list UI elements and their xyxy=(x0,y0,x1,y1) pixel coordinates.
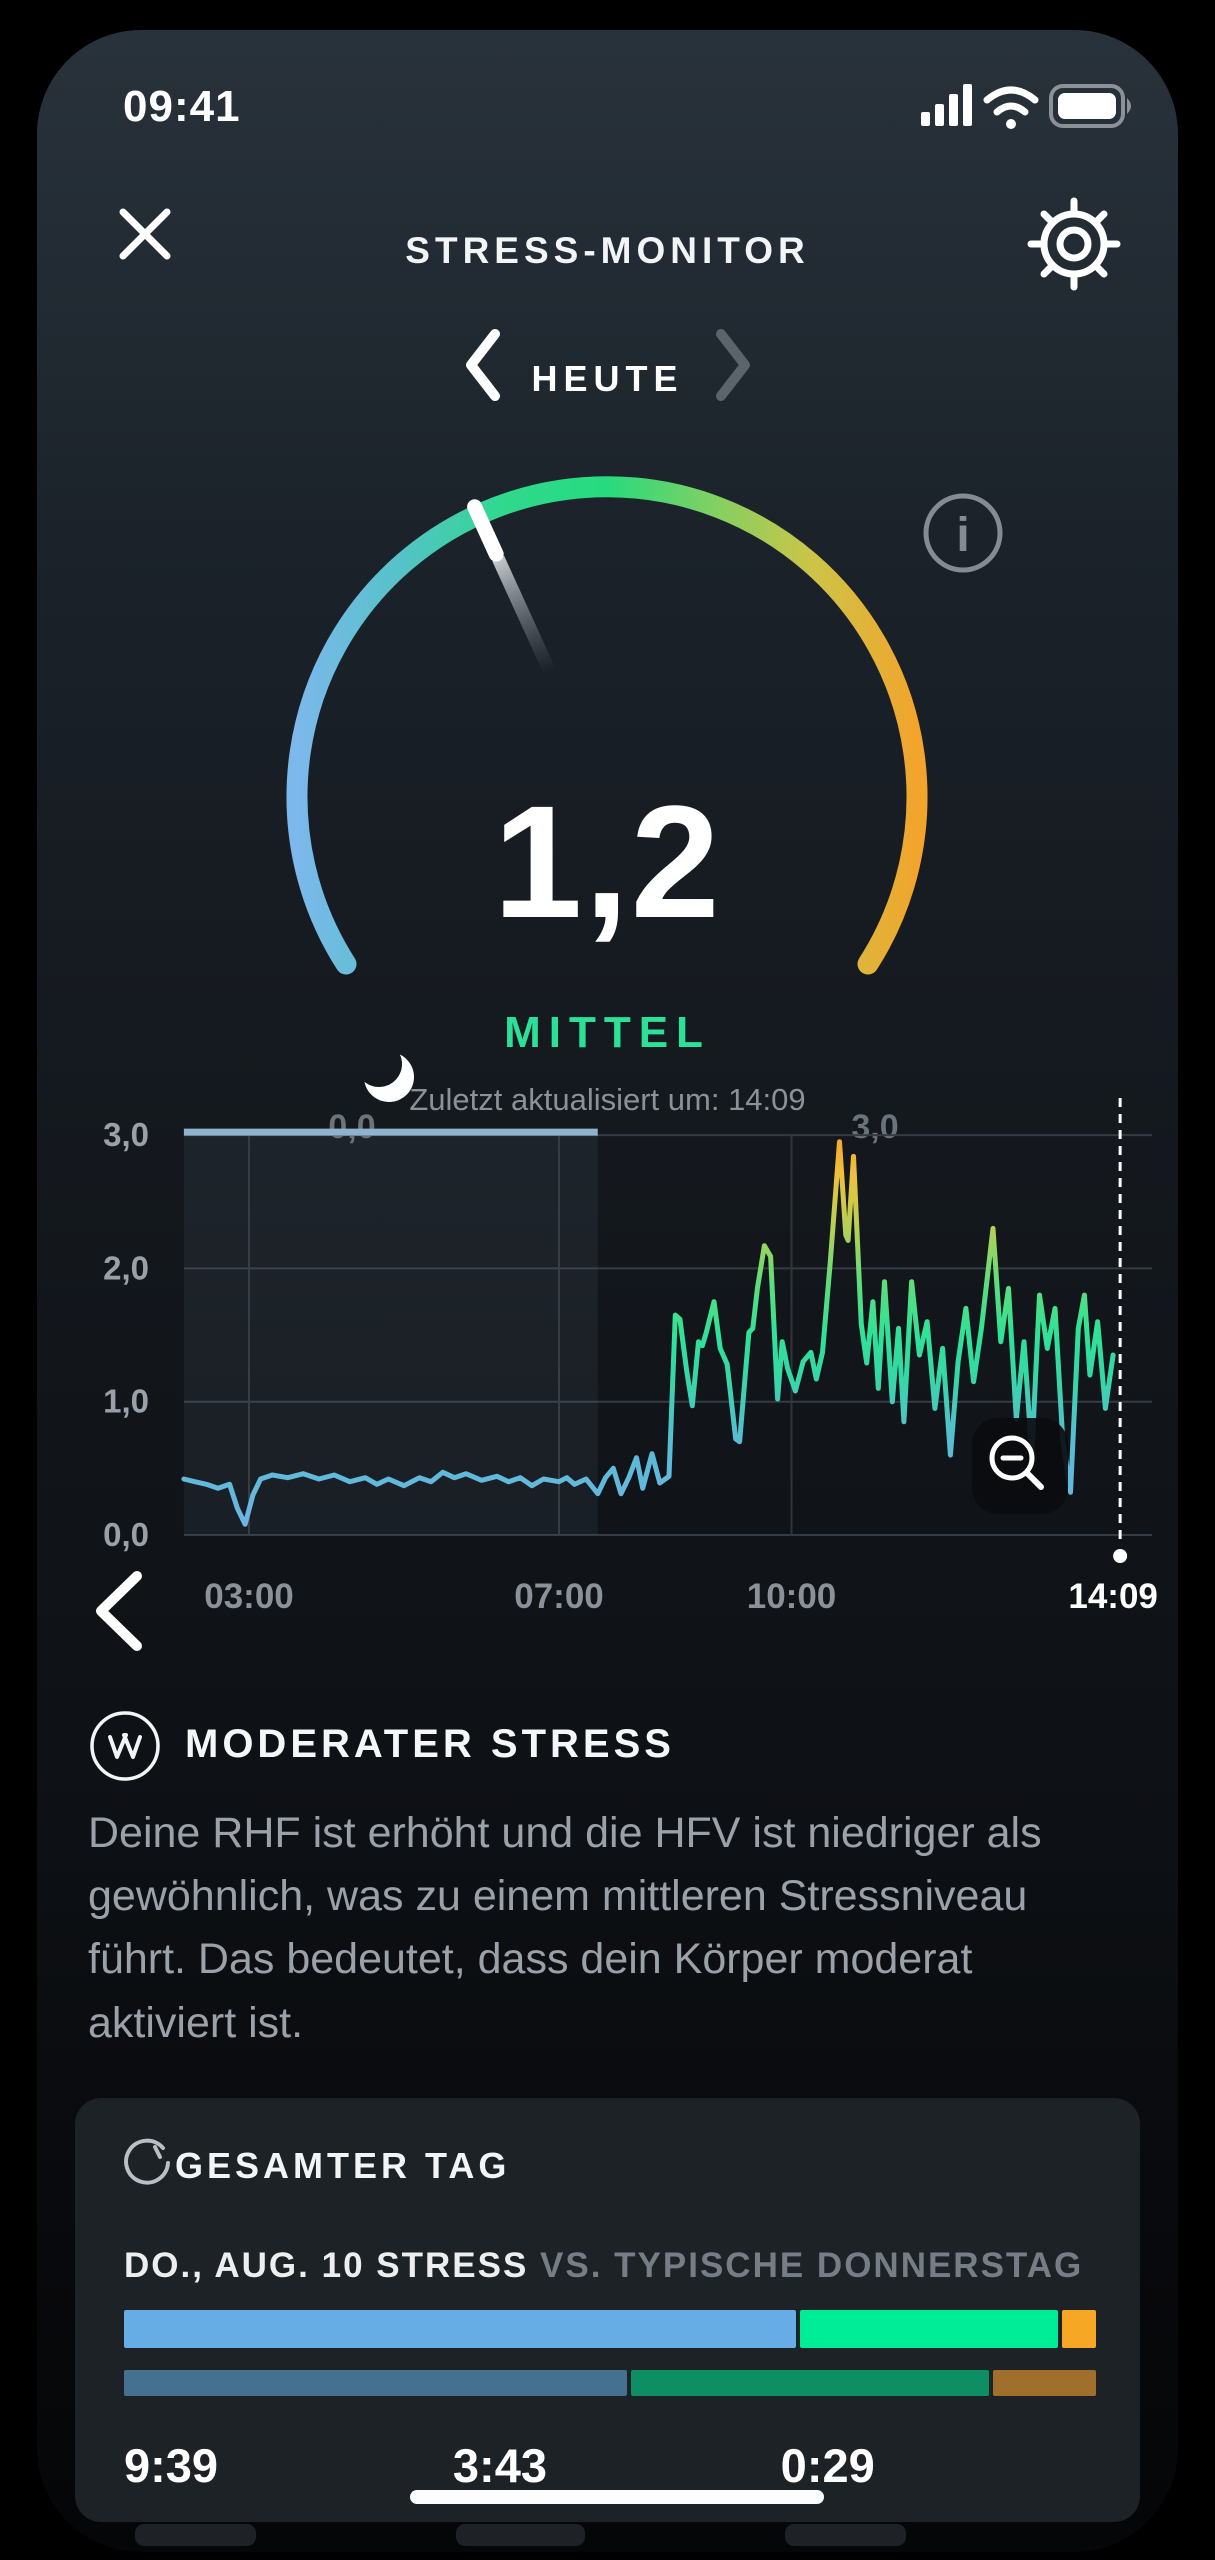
summary-card-title: GESAMTER TAG xyxy=(175,2145,511,2186)
battery-icon xyxy=(1049,84,1131,128)
svg-text:3,0: 3,0 xyxy=(103,1116,149,1153)
y-axis-labels: 3,0 2,0 1,0 0,0 xyxy=(103,1116,149,1553)
chart-back-button[interactable] xyxy=(96,1571,142,1651)
date-label: HEUTE xyxy=(531,358,684,399)
x-axis-labels: 03:00 07:00 10:00 14:09 xyxy=(204,1577,1158,1616)
gauge-glyph-icon xyxy=(124,2138,170,2185)
chart-zoom-out-button[interactable] xyxy=(972,1418,1068,1514)
stress-chart[interactable]: 03:00 07:00 10:00 14:09 3,0 2,0 1,0 0,0 xyxy=(37,30,1178,1690)
gauge-needle xyxy=(467,499,557,676)
peek-item xyxy=(785,2524,906,2546)
svg-text:10:00: 10:00 xyxy=(747,1577,837,1616)
info-button[interactable]: i xyxy=(923,493,1003,573)
bar-segment-today-low xyxy=(124,2310,796,2348)
date-prev-button[interactable] xyxy=(457,320,507,410)
gear-icon xyxy=(1027,197,1121,291)
peek-item xyxy=(456,2524,585,2546)
phone-screen: 09:41 STRESS-MONITOR xyxy=(37,30,1178,2552)
close-button[interactable] xyxy=(117,206,173,262)
peek-item xyxy=(135,2524,256,2546)
date-next-button[interactable] xyxy=(709,320,759,410)
page-title: STRESS-MONITOR xyxy=(405,230,810,271)
stress-gauge: i xyxy=(286,476,1003,975)
bar-segment-typical-medium xyxy=(631,2370,989,2396)
chevron-left-icon xyxy=(96,1571,142,1651)
gauge-arc xyxy=(286,476,928,975)
gauge-max-label: 3,0 xyxy=(851,1108,899,1146)
info-icon xyxy=(923,493,1003,573)
summary-card-subtitle: DO., AUG. 10 STRESS VS. TYPISCHE DONNERS… xyxy=(124,2246,1083,2286)
svg-text:2,0: 2,0 xyxy=(103,1249,149,1286)
duration-medium: 3:43 xyxy=(452,2439,547,2492)
settings-button[interactable] xyxy=(1022,192,1126,296)
svg-text:03:00: 03:00 xyxy=(204,1577,294,1616)
gauge-status-label: MITTEL xyxy=(504,1008,711,1057)
gauge-min-label: 0,0 xyxy=(328,1108,376,1146)
svg-text:14:09: 14:09 xyxy=(1068,1577,1158,1616)
gauge-updated-text: Zuletzt aktualisiert um: 14:09 xyxy=(409,1082,806,1117)
wifi-icon xyxy=(983,86,1039,129)
bar-segment-typical-low xyxy=(124,2370,628,2396)
svg-text:1,0: 1,0 xyxy=(103,1383,149,1420)
home-indicator[interactable] xyxy=(410,2490,824,2504)
magnifier-minus-icon xyxy=(989,1435,1044,1490)
insight-icon-wrap xyxy=(90,1711,160,1781)
signal-icon xyxy=(921,84,972,126)
whoop-logo-icon xyxy=(90,1711,160,1781)
subtitle-primary: DO., AUG. 10 STRESS xyxy=(124,2246,541,2285)
bar-segment-today-high xyxy=(1062,2310,1096,2348)
duration-low: 9:39 xyxy=(124,2439,219,2492)
summary-card: GESAMTER TAG DO., AUG. 10 STRESS VS. TYP… xyxy=(75,2098,1140,2522)
gauge-value: 1,2 xyxy=(493,772,722,951)
bar-segment-today-medium xyxy=(799,2310,1059,2348)
subtitle-secondary: VS. TYPISCHE DONNERSTAG xyxy=(540,2246,1084,2285)
stress-bar-today xyxy=(124,2310,1096,2348)
svg-text:07:00: 07:00 xyxy=(514,1577,604,1616)
bar-segment-typical-high xyxy=(992,2370,1096,2396)
duration-high: 0:29 xyxy=(780,2439,875,2492)
svg-text:0,0: 0,0 xyxy=(103,1516,149,1553)
current-time-marker xyxy=(1113,1098,1128,1563)
insight-body: Deine RHF ist erhöht und die HFV ist nie… xyxy=(88,1809,1042,2047)
svg-text:i: i xyxy=(956,509,969,562)
close-icon xyxy=(119,208,171,260)
chevron-right-icon xyxy=(716,329,750,401)
duration-labels: 9:39 3:43 0:29 xyxy=(124,2438,1088,2498)
sleep-window-overlay xyxy=(183,1128,598,1535)
status-time: 09:41 xyxy=(123,82,241,131)
stress-bar-typical xyxy=(124,2370,1096,2396)
status-icons xyxy=(921,84,1131,129)
moon-icon xyxy=(364,1052,414,1102)
insight-title: MODERATER STRESS xyxy=(185,1722,675,1766)
chevron-left-icon xyxy=(466,329,500,401)
stress-line xyxy=(181,1139,1116,1527)
